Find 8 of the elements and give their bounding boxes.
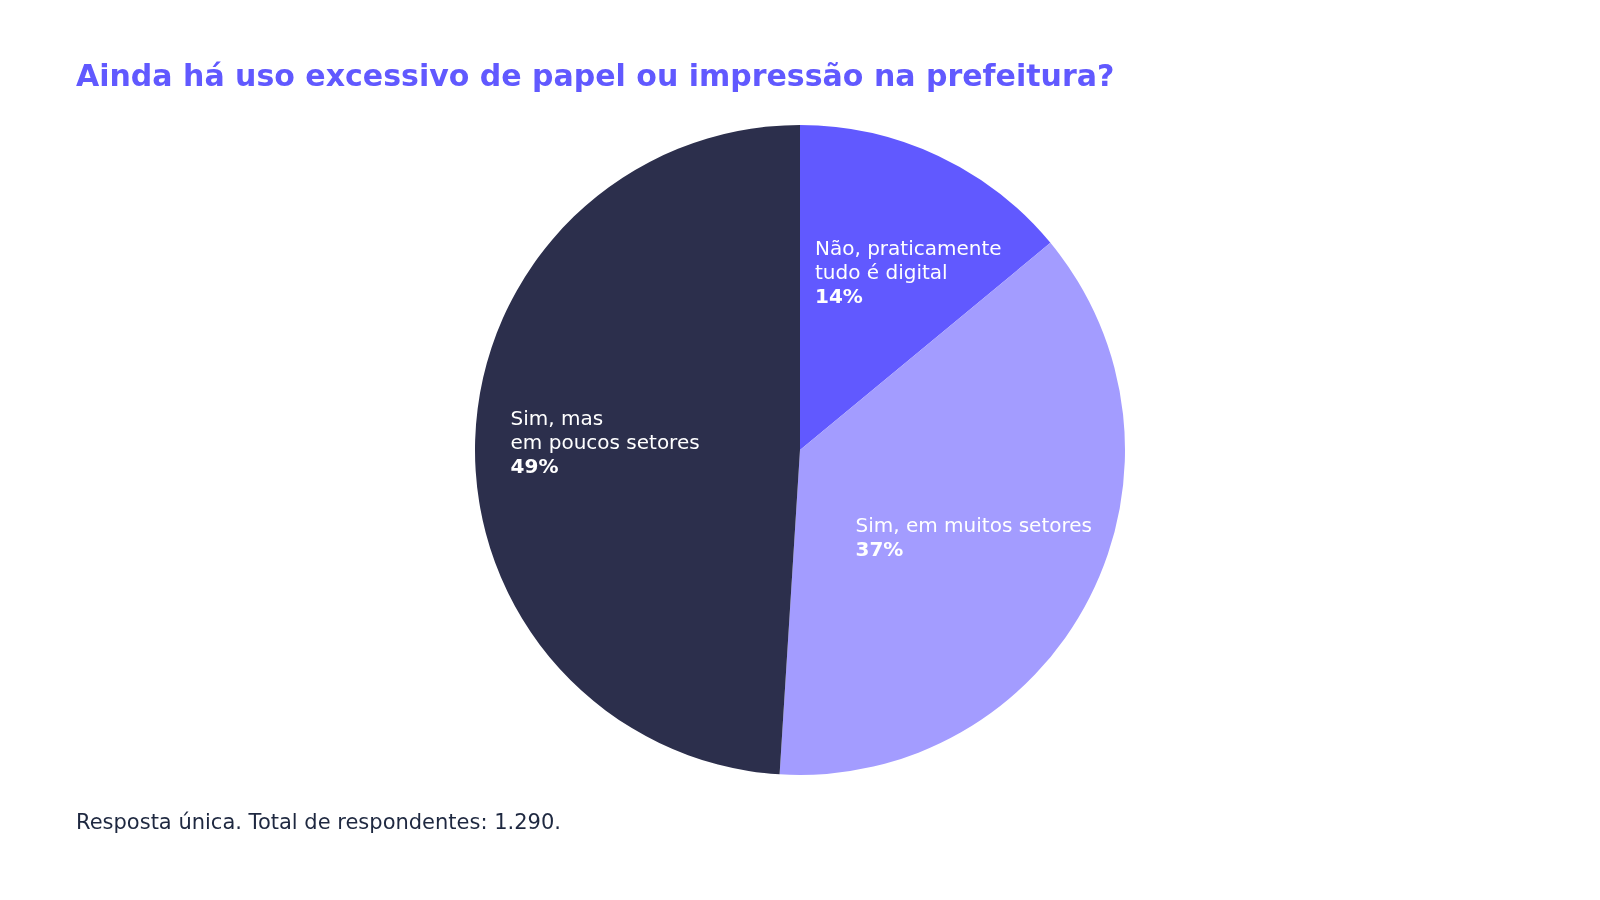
data-label: 49%: [510, 454, 559, 479]
slice-label: Sim, em muitos setores: [855, 512, 1092, 537]
text: Resposta única. Total de respondentes: 1.290.: [76, 810, 561, 834]
chart-title: Ainda há uso excessivo de papel ou impressão na prefeitura?: [76, 58, 1115, 93]
data-label: 14%: [815, 283, 863, 308]
slice-label: Sim, mas em poucos setores: [510, 406, 700, 455]
data-label: 37%: [855, 536, 904, 561]
slice-label: Não, praticamente tudo é digital: [815, 235, 1002, 284]
